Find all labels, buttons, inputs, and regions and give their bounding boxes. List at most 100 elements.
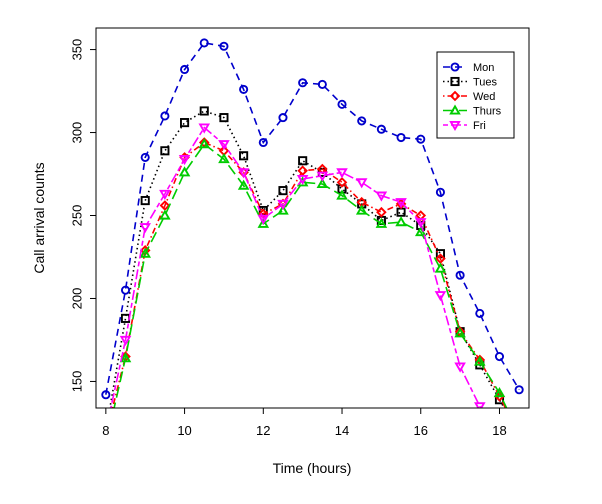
data-point-thurs bbox=[454, 327, 466, 338]
data-point-fri bbox=[336, 168, 348, 179]
data-point-fri bbox=[198, 123, 211, 134]
data-point-mon bbox=[278, 113, 288, 123]
data-point-thurs bbox=[198, 138, 211, 149]
data-point-mon bbox=[180, 64, 190, 75]
y-tick-label: 250 bbox=[69, 205, 84, 227]
legend-label-tues: Tues bbox=[473, 77, 498, 89]
legend-entry-wed: Wed bbox=[443, 90, 495, 103]
data-point-fri bbox=[515, 470, 523, 477]
data-point-thurs bbox=[159, 209, 171, 220]
data-point-tues bbox=[298, 156, 308, 166]
data-point-mon bbox=[455, 270, 465, 280]
data-point-thurs bbox=[355, 204, 368, 215]
data-point-thurs bbox=[515, 430, 523, 437]
series-mon bbox=[101, 38, 524, 400]
data-point-thurs bbox=[375, 217, 388, 228]
x-tick-label: 12 bbox=[256, 423, 270, 438]
data-point-thurs bbox=[277, 204, 289, 215]
data-point-tues bbox=[140, 196, 150, 206]
data-point-thurs bbox=[218, 153, 230, 164]
data-point-fri bbox=[495, 445, 503, 452]
legend-label-fri: Fri bbox=[473, 120, 486, 132]
legend-marker-mon bbox=[450, 62, 460, 72]
data-point-tues bbox=[219, 113, 229, 123]
data-point-tues bbox=[160, 146, 170, 156]
data-point-mon bbox=[298, 78, 308, 88]
data-point-fri bbox=[119, 335, 132, 347]
legend-label-thurs: Thurs bbox=[473, 106, 502, 118]
plot-frame bbox=[95, 27, 530, 409]
data-point-mon bbox=[140, 152, 150, 162]
series-line-thurs bbox=[113, 143, 508, 408]
x-tick-label: 16 bbox=[414, 423, 428, 438]
legend-label-wed: Wed bbox=[473, 91, 495, 103]
axes-layer: 8 10 12 14 16 18 150 200 250 300 350 bbox=[69, 39, 506, 438]
data-point-fri bbox=[237, 168, 250, 179]
data-point-mon bbox=[396, 132, 406, 143]
data-point-fri bbox=[218, 140, 230, 151]
data-point-mon bbox=[514, 385, 524, 395]
data-point-fri bbox=[434, 291, 447, 302]
data-point-tues bbox=[396, 207, 406, 217]
data-point-mon bbox=[317, 79, 327, 89]
data-point-thurs bbox=[257, 217, 270, 228]
data-point-fri bbox=[277, 199, 289, 210]
x-tick-label: 10 bbox=[177, 423, 191, 438]
y-tick-label: 350 bbox=[69, 39, 84, 61]
data-point-mon bbox=[416, 134, 426, 144]
data-point-mon bbox=[101, 390, 111, 400]
data-point-fri bbox=[257, 214, 270, 225]
x-tick-label: 8 bbox=[102, 423, 109, 438]
x-tick-label: 18 bbox=[492, 423, 506, 438]
data-point-fri bbox=[375, 191, 388, 202]
data-point-fri bbox=[316, 171, 329, 182]
x-tick-label: 14 bbox=[335, 423, 349, 438]
data-point-thurs bbox=[139, 247, 151, 258]
legend-marker-fri bbox=[449, 120, 461, 132]
data-point-wed bbox=[376, 206, 387, 218]
data-point-fri bbox=[159, 189, 171, 200]
legend-marker-tues bbox=[450, 76, 460, 87]
data-point-fri bbox=[414, 218, 427, 229]
data-point-fri bbox=[454, 362, 466, 373]
data-point-thurs bbox=[434, 262, 447, 273]
data-point-mon bbox=[337, 99, 347, 109]
data-point-thurs bbox=[237, 179, 250, 190]
data-point-mon bbox=[494, 352, 505, 362]
y-tick-label: 150 bbox=[69, 371, 84, 393]
legend-marker-thurs bbox=[449, 104, 461, 115]
data-point-tues bbox=[199, 106, 209, 116]
legend-label-mon: Mon bbox=[473, 62, 494, 74]
data-point-thurs bbox=[493, 387, 506, 398]
data-point-thurs bbox=[316, 177, 329, 189]
legend-entry-fri: Fri bbox=[443, 120, 486, 132]
data-point-wed bbox=[297, 165, 308, 177]
data-point-mon bbox=[357, 116, 367, 126]
data-point-mon bbox=[239, 84, 249, 94]
data-point-mon bbox=[435, 187, 445, 197]
legend: Mon Tues Wed Thurs Fri bbox=[436, 51, 515, 139]
data-point-tues bbox=[278, 186, 288, 196]
data-point-wed bbox=[515, 431, 523, 439]
data-point-thurs bbox=[336, 189, 348, 200]
data-point-fri bbox=[395, 198, 407, 209]
data-point-thurs bbox=[178, 166, 191, 177]
data-point-mon bbox=[199, 38, 209, 48]
data-point-tues bbox=[516, 431, 523, 438]
series-line-wed bbox=[111, 141, 507, 408]
data-point-mon bbox=[376, 124, 386, 134]
data-point-tues bbox=[239, 151, 249, 161]
data-point-thurs bbox=[119, 352, 132, 363]
data-point-fri bbox=[139, 223, 151, 234]
series-layer bbox=[101, 38, 524, 477]
legend-entry-mon: Mon bbox=[443, 62, 494, 74]
legend-entry-thurs: Thurs bbox=[443, 104, 502, 118]
data-point-mon bbox=[219, 41, 229, 51]
y-tick-label: 300 bbox=[69, 122, 84, 144]
data-point-fri bbox=[178, 155, 191, 166]
data-point-thurs bbox=[474, 355, 486, 366]
y-axis-title: Call arrival counts bbox=[31, 162, 47, 273]
data-point-mon bbox=[258, 137, 268, 148]
legend-entry-tues: Tues bbox=[443, 77, 498, 89]
